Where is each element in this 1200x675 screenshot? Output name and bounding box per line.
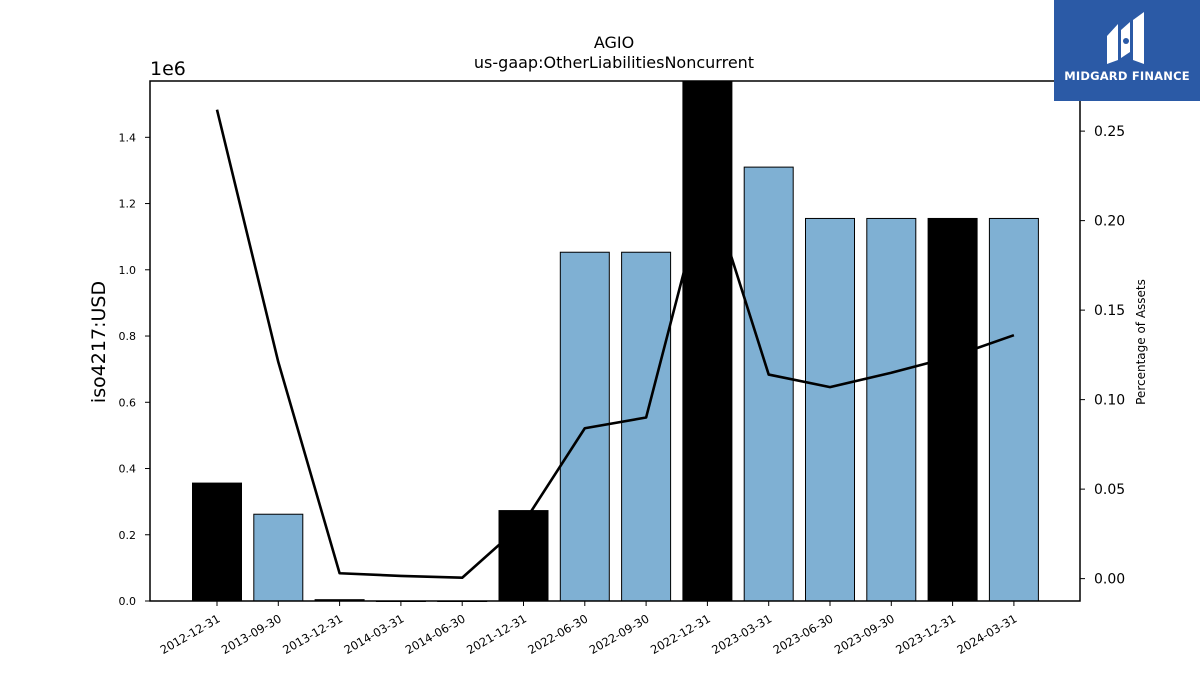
y2-tick-label: 0.10: [1094, 393, 1125, 409]
x-tick-label-2023-12-31: 2023-12-31: [893, 611, 958, 657]
y2-tick-label: 0.00: [1094, 572, 1125, 588]
y2-tick-label: 0.15: [1094, 303, 1125, 319]
bar-2023-09-30: [866, 217, 917, 602]
x-tick-label-2022-06-30: 2022-06-30: [525, 611, 590, 657]
bar-2023-12-31: [927, 217, 978, 602]
chart-subtitle: us-gaap:OtherLiabilitiesNoncurrent: [474, 53, 754, 72]
y-tick-label: 1.4: [119, 131, 137, 144]
y-tick-label: 0.4: [119, 463, 137, 476]
x-tick-label-2014-06-30: 2014-06-30: [403, 611, 468, 657]
plot-frame: [149, 80, 1081, 602]
bar-2023-06-30: [805, 217, 855, 602]
bars: [192, 80, 1039, 602]
logo-text: MIDGARD FINANCE: [1064, 69, 1190, 83]
percentage-line: [215, 109, 1015, 580]
bar-2021-12-31: [498, 510, 549, 602]
y-tick-label: 0.8: [119, 330, 137, 343]
bar-2013-09-30: [253, 513, 304, 602]
y2-tick-label: 0.20: [1094, 214, 1125, 230]
x-tick-label-2013-09-30: 2013-09-30: [219, 611, 284, 657]
axes: [149, 80, 1081, 602]
percentage-line-series: [215, 109, 1015, 580]
y-tick-label: 1.0: [119, 264, 137, 277]
x-tick-label-2022-12-31: 2022-12-31: [648, 611, 713, 657]
bar-2022-09-30: [621, 251, 672, 602]
x-tick-label-2023-06-30: 2023-06-30: [771, 611, 836, 657]
x-tick-label-2021-12-31: 2021-12-31: [464, 611, 529, 657]
x-tick-label-2013-12-31: 2013-12-31: [280, 611, 345, 657]
y-tick-label: 1.2: [119, 198, 137, 211]
bar-2023-03-31: [743, 166, 794, 602]
x-tick-label-2023-09-30: 2023-09-30: [832, 611, 897, 657]
y-axis-offset-label: 1e6: [150, 58, 186, 80]
x-tick-label-2023-03-31: 2023-03-31: [709, 611, 774, 657]
bar-2022-12-31: [682, 80, 733, 602]
y-tick-label: 0.0: [119, 595, 137, 608]
y-tick-label: 0.6: [119, 396, 137, 409]
x-tick-label-2024-03-31: 2024-03-31: [955, 611, 1020, 657]
y2-tick-label: 0.05: [1094, 482, 1125, 498]
x-tick-label-2012-12-31: 2012-12-31: [158, 611, 223, 657]
x-tick-label-2014-03-31: 2014-03-31: [342, 611, 407, 657]
y2-tick-label: 0.25: [1094, 124, 1125, 140]
bar-2024-03-31: [988, 217, 1039, 602]
logo-mark-icon: [1107, 12, 1144, 64]
y-tick-label: 0.2: [119, 529, 137, 542]
y-axis-label: iso4217:USD: [88, 281, 110, 403]
chart-title: AGIO: [594, 33, 634, 52]
bar-2022-06-30: [559, 251, 610, 602]
bar-2012-12-31: [192, 482, 242, 602]
x-tick-label-2022-09-30: 2022-09-30: [587, 611, 652, 657]
secondary-y-axis-label: Percentage of Assets: [1134, 279, 1148, 405]
midgard-finance-logo: MIDGARD FINANCE: [1054, 0, 1200, 101]
